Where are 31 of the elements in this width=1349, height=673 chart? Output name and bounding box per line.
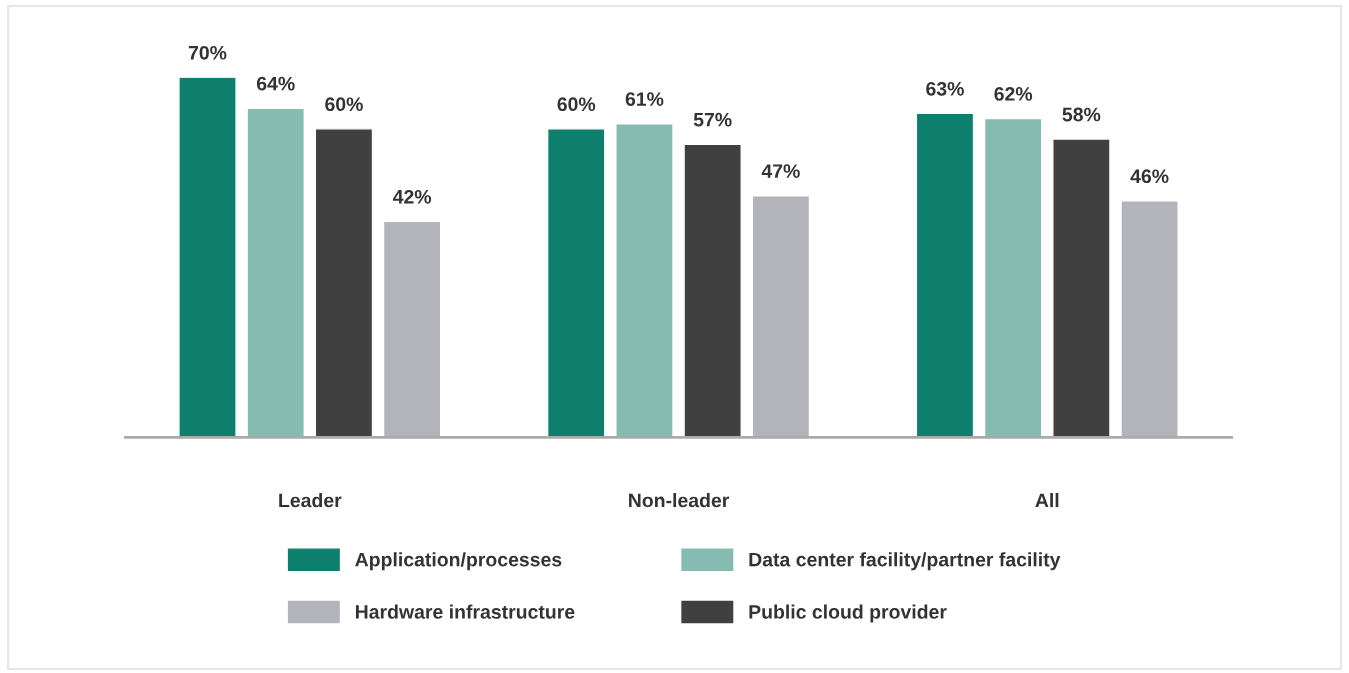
legend-label: Data center facility/partner facility <box>749 552 1061 571</box>
legend-label: Public cloud provider <box>749 604 947 623</box>
bar <box>1052 138 1111 438</box>
bar <box>246 107 305 438</box>
bar <box>983 117 1043 438</box>
data-label: 63% <box>926 81 964 96</box>
data-label: 70% <box>188 45 227 60</box>
data-label: 60% <box>557 97 596 112</box>
data-label: 61% <box>625 92 664 106</box>
bar <box>546 128 606 438</box>
bar <box>615 122 674 438</box>
data-label: 58% <box>1062 107 1101 122</box>
bar <box>314 128 374 438</box>
x-tick-label: Leader <box>279 493 342 508</box>
data-label: 64% <box>256 76 295 91</box>
x-tick-label: Non-leader <box>629 493 730 508</box>
data-label: 42% <box>392 189 432 204</box>
legend-label: Hardware infrastructure <box>355 604 575 619</box>
x-tick-label: All <box>1035 493 1059 508</box>
data-label: 62% <box>994 87 1033 101</box>
bar <box>683 143 742 438</box>
bar <box>1120 200 1179 438</box>
data-label: 60% <box>325 97 363 112</box>
data-label: 46% <box>1130 169 1169 184</box>
bar <box>751 195 811 438</box>
bar <box>382 220 442 438</box>
data-label: 47% <box>761 164 800 178</box>
bar <box>178 77 237 438</box>
data-label: 57% <box>693 112 732 127</box>
legend-label: Application/processes <box>355 552 562 571</box>
bar <box>915 112 975 438</box>
